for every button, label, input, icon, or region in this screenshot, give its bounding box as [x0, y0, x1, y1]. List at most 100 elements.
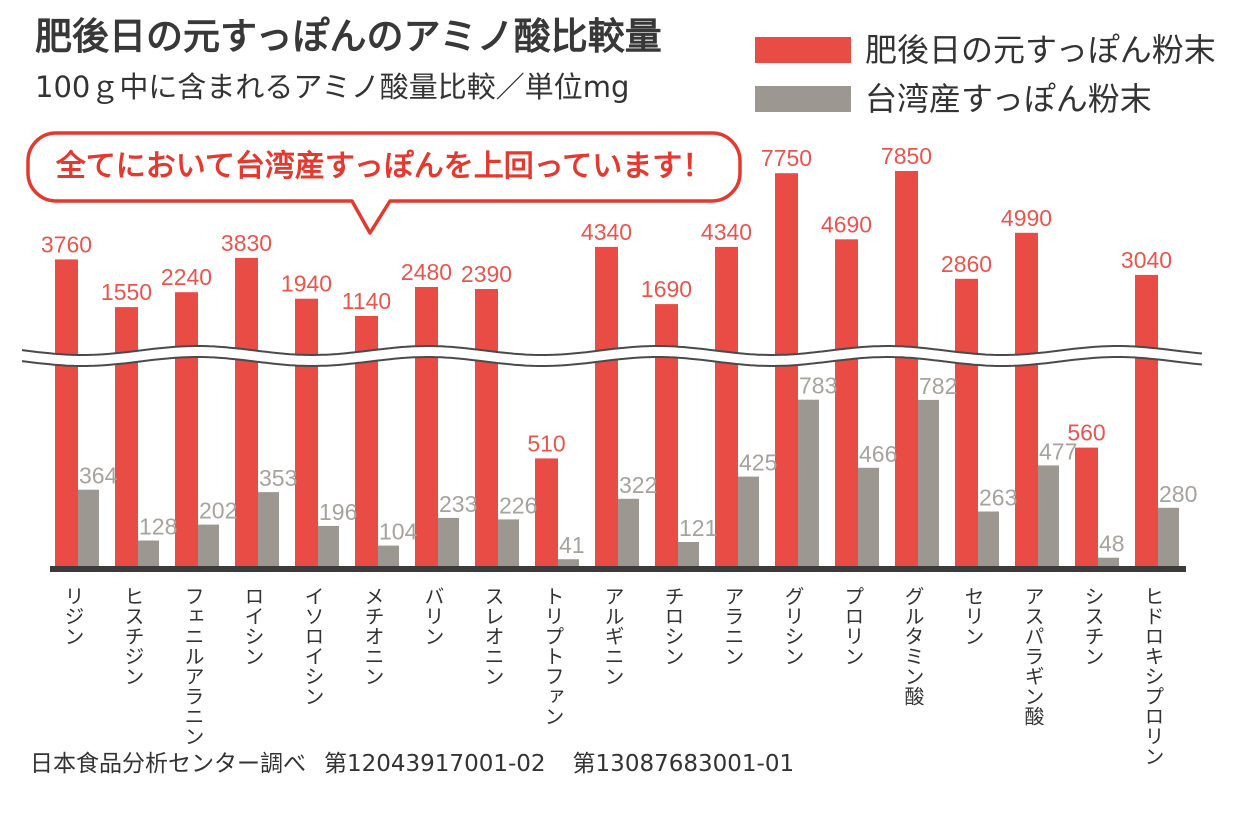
- taiwan-value-label-13: 783: [799, 373, 837, 399]
- higo-value-label-8: 2390: [461, 261, 512, 287]
- higo-value-label-13: 7750: [761, 145, 812, 171]
- taiwan-bar-19: [1158, 507, 1179, 568]
- higo-bar-9: [535, 458, 558, 568]
- chart-subtitle: 100ｇ中に含まれるアミノ酸量比較／単位mg: [35, 70, 630, 104]
- higo-bar-12: [715, 246, 738, 568]
- higo-bar-5: [295, 298, 318, 568]
- taiwan-value-label-4: 353: [259, 465, 297, 491]
- category-label-15: グルタミン酸: [901, 586, 925, 706]
- taiwan-value-label-10: 322: [619, 472, 657, 498]
- axis-break-line-bottom: [21, 356, 1203, 367]
- taiwan-value-label-12: 425: [739, 450, 777, 476]
- higo-value-label-5: 1940: [281, 271, 332, 297]
- higo-value-label-17: 4990: [1001, 205, 1052, 231]
- callout-bubble: [26, 131, 742, 235]
- axis-break-line-top: [21, 345, 1203, 356]
- higo-value-label-2: 1550: [101, 279, 152, 305]
- legend-swatch-higo: [755, 37, 851, 63]
- category-label-6: メチオニン: [361, 586, 385, 686]
- higo-value-label-12: 4340: [701, 219, 752, 245]
- taiwan-value-label-7: 233: [439, 491, 477, 517]
- category-label-3: フェニルアラニン: [181, 586, 205, 746]
- higo-bar-3: [175, 292, 198, 568]
- legend-item-higo: 肥後日の元すっぽん粉末: [755, 30, 1225, 70]
- higo-bar-16: [955, 278, 978, 568]
- callout-text: 全てにおいて台湾産すっぽんを上回っています！: [55, 149, 713, 184]
- higo-bar-6: [355, 316, 378, 568]
- category-label-17: アスパラギン酸: [1021, 586, 1045, 726]
- category-label-18: シスチン: [1081, 586, 1105, 666]
- category-label-19: ヒドロキシプロリン: [1141, 586, 1165, 766]
- source-label: 日本食品分析センター調べ: [30, 751, 306, 777]
- taiwan-value-label-18: 48: [1099, 531, 1125, 557]
- axis-break: [21, 345, 1203, 367]
- taiwan-value-label-17: 477: [1039, 438, 1077, 464]
- x-axis-baseline: [50, 566, 1186, 572]
- taiwan-value-label-9: 41: [559, 532, 585, 558]
- category-label-9: トリプトファン: [541, 586, 565, 726]
- taiwan-bar-17: [1038, 465, 1059, 568]
- taiwan-value-label-16: 263: [979, 485, 1017, 511]
- taiwan-value-label-5: 196: [319, 499, 357, 525]
- category-label-10: アルギニン: [601, 586, 625, 686]
- taiwan-bar-7: [438, 517, 459, 568]
- legend-label-taiwan: 台湾産すっぽん粉末: [865, 80, 1152, 118]
- taiwan-value-label-11: 121: [679, 515, 717, 541]
- taiwan-bar-4: [258, 492, 279, 568]
- taiwan-series-bars: [78, 399, 1179, 568]
- report-number-1: 第12043917001-02: [324, 751, 546, 777]
- category-label-14: プロリン: [841, 586, 865, 666]
- category-label-12: アラニン: [721, 586, 745, 666]
- taiwan-bar-1: [78, 489, 99, 568]
- higo-bar-13: [775, 173, 798, 568]
- category-label-5: イソロイシン: [301, 586, 325, 706]
- higo-value-label-4: 3830: [221, 230, 272, 256]
- higo-bar-8: [475, 289, 498, 568]
- category-label-8: スレオニン: [481, 586, 505, 686]
- higo-value-label-7: 2480: [401, 259, 452, 285]
- higo-value-label-1: 3760: [41, 231, 92, 257]
- category-label-11: チロシン: [661, 586, 685, 666]
- higo-value-label-19: 3040: [1121, 247, 1172, 273]
- taiwan-bar-13: [798, 399, 819, 568]
- higo-value-labels: 3760 1550 2240 3830 1940 1140 2480 2390 510 4340 1…: [41, 143, 1172, 456]
- category-label-13: グリシン: [781, 586, 805, 666]
- taiwan-bar-3: [198, 524, 219, 568]
- taiwan-bar-16: [978, 511, 999, 568]
- taiwan-value-label-1: 364: [79, 463, 118, 489]
- higo-value-label-14: 4690: [821, 211, 872, 237]
- taiwan-value-label-14: 466: [859, 441, 897, 467]
- higo-value-label-10: 4340: [581, 219, 632, 245]
- legend-item-taiwan: 台湾産すっぽん粉末: [755, 79, 1225, 119]
- higo-bar-2: [115, 307, 138, 568]
- legend-swatch-taiwan: [755, 86, 851, 112]
- higo-bar-11: [655, 304, 678, 568]
- higo-value-label-15: 7850: [881, 143, 932, 169]
- taiwan-bar-12: [738, 476, 759, 568]
- higo-value-label-11: 1690: [641, 276, 692, 302]
- legend-label-higo: 肥後日の元すっぽん粉末: [865, 31, 1216, 69]
- higo-value-label-3: 2240: [161, 264, 212, 290]
- higo-bar-7: [415, 287, 438, 568]
- taiwan-value-label-15: 782: [919, 373, 957, 399]
- taiwan-bar-14: [858, 467, 879, 568]
- category-label-16: セリン: [961, 586, 985, 646]
- report-number-2: 第13087683001-01: [572, 751, 795, 777]
- taiwan-value-label-6: 104: [379, 519, 418, 545]
- category-label-7: バリン: [421, 586, 445, 646]
- higo-value-label-9: 510: [527, 430, 565, 456]
- taiwan-bar-5: [318, 525, 339, 568]
- higo-bar-19: [1135, 274, 1158, 568]
- higo-bar-15: [895, 171, 918, 568]
- higo-bar-1: [55, 259, 78, 568]
- higo-bar-4: [235, 257, 258, 568]
- taiwan-bar-10: [618, 498, 639, 568]
- category-label-2: ヒスチジン: [121, 586, 145, 686]
- higo-value-label-6: 1140: [342, 288, 391, 314]
- taiwan-bar-11: [678, 542, 699, 568]
- taiwan-bar-9: [558, 559, 579, 568]
- category-label-4: ロイシン: [241, 586, 265, 666]
- category-label-1: リジン: [61, 586, 85, 646]
